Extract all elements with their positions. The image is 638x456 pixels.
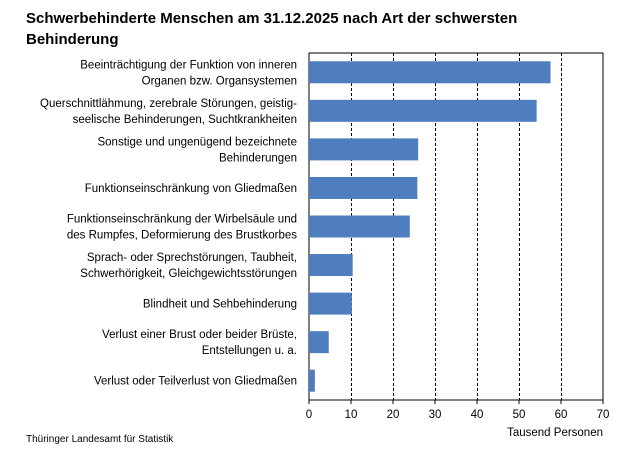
category-labels: Beeinträchtigung der Funktion von innere… — [40, 59, 297, 387]
chart-title: Schwerbehinderte Menschen am 31.12.2025 … — [26, 10, 518, 48]
x-tick-label-60: 60 — [555, 409, 568, 421]
category-label-1: Beeinträchtigung der Funktion von innere… — [80, 59, 297, 87]
bar-8 — [309, 331, 329, 354]
bar-7 — [309, 292, 352, 315]
category-label-6: Sprach- oder Sprechstörungen, Taubheit, S… — [80, 252, 297, 280]
bar-9 — [309, 369, 315, 392]
x-tick-label-70: 70 — [597, 409, 610, 421]
category-label-2: Querschnittlähmung, zerebrale Störungen,… — [40, 98, 297, 126]
category-label-8: Verlust einer Brust oder beider Brüste, E… — [102, 329, 297, 357]
bars — [309, 61, 551, 392]
x-tick-label-20: 20 — [387, 409, 400, 421]
x-tick-label-30: 30 — [429, 409, 442, 421]
x-axis-title: Tausend Personen — [507, 427, 603, 439]
bar-5 — [309, 215, 410, 238]
bar-3 — [309, 138, 419, 161]
category-label-4: Funktionseinschränkung von Gliedmaßen — [85, 183, 297, 195]
bar-2 — [309, 99, 537, 122]
bar-6 — [309, 254, 353, 277]
category-label-3: Sonstige und ungenügend bezeichnete Behin… — [97, 136, 297, 164]
x-tick-label-40: 40 — [471, 409, 484, 421]
x-tick-label-10: 10 — [345, 409, 358, 421]
source-note: Thüringer Landesamt für Statistik — [26, 434, 174, 445]
bar-1 — [309, 61, 551, 84]
bar-4 — [309, 176, 418, 199]
category-label-5: Funktionseinschränkung der Wirbelsäule u… — [67, 214, 297, 242]
category-label-9: Verlust oder Teilverlust von Gliedmaßen — [94, 376, 297, 388]
x-ticks: 0 10 20 30 40 50 60 70 — [306, 400, 610, 421]
x-tick-label-0: 0 — [306, 409, 312, 421]
category-label-7: Blindheit und Sehbehinderung — [143, 299, 297, 311]
x-tick-label-50: 50 — [513, 409, 526, 421]
